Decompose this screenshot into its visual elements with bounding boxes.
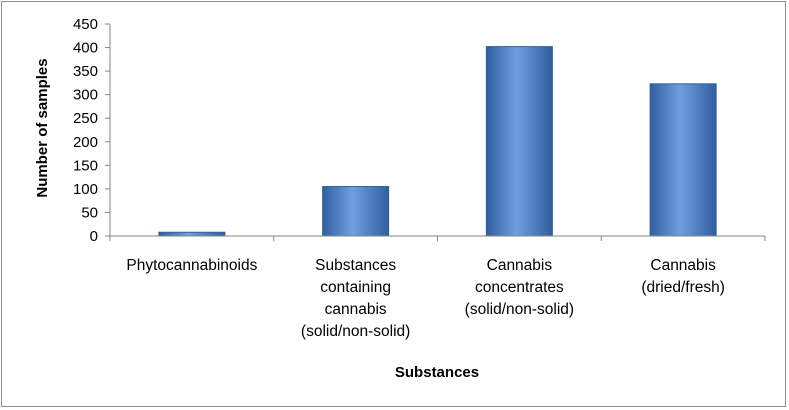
y-tick-label-0: 0 (90, 228, 98, 245)
x-category-label-1-line-0: Substances (315, 257, 396, 274)
y-axis-title: Number of samples (34, 58, 51, 197)
x-category-label-2-line-1: concentrates (475, 279, 564, 296)
x-category-label-2: Cannabis concentrates (solid/non-solid) (465, 257, 574, 318)
y-tick-labels: 0 50 100 150 200 250 300 350 400 450 (73, 16, 98, 245)
x-category-label-1-line-1: containing (320, 279, 391, 296)
y-tick-label-2: 100 (73, 181, 98, 198)
x-category-label-3: Cannabis (dried/fresh) (641, 257, 725, 296)
bar-0 (158, 231, 226, 237)
y-tick-label-5: 250 (73, 110, 98, 127)
x-category-label-0: Phytocannabinoids (126, 257, 257, 274)
x-axis-title: Substances (395, 364, 479, 381)
y-tick-label-9: 450 (73, 16, 98, 33)
x-category-label-3-line-0: Cannabis (650, 257, 716, 274)
y-tick-label-8: 400 (73, 40, 98, 57)
x-category-label-1-line-3: (solid/non-solid) (301, 323, 410, 340)
y-tick-label-6: 300 (73, 87, 98, 104)
y-tick-label-4: 200 (73, 134, 98, 151)
x-category-label-0-line-0: Phytocannabinoids (126, 257, 257, 274)
y-tick-label-3: 150 (73, 157, 98, 174)
bar-1 (322, 186, 390, 237)
bar-2 (485, 46, 553, 237)
x-category-label-1: Substances containing cannabis (solid/non-s… (301, 257, 410, 340)
x-category-label-3-line-1: (dried/fresh) (641, 279, 725, 296)
x-category-label-2-line-0: Cannabis (487, 257, 553, 274)
bars-layer (158, 46, 717, 237)
y-tick-label-1: 50 (81, 204, 98, 221)
bar-3 (649, 83, 717, 237)
x-category-label-1-line-2: cannabis (325, 301, 387, 318)
x-category-label-2-line-2: (solid/non-solid) (465, 301, 574, 318)
x-category-labels: Phytocannabinoids Substances containing can… (126, 257, 725, 340)
axes-layer (105, 23, 766, 241)
y-tick-label-7: 350 (73, 63, 98, 80)
